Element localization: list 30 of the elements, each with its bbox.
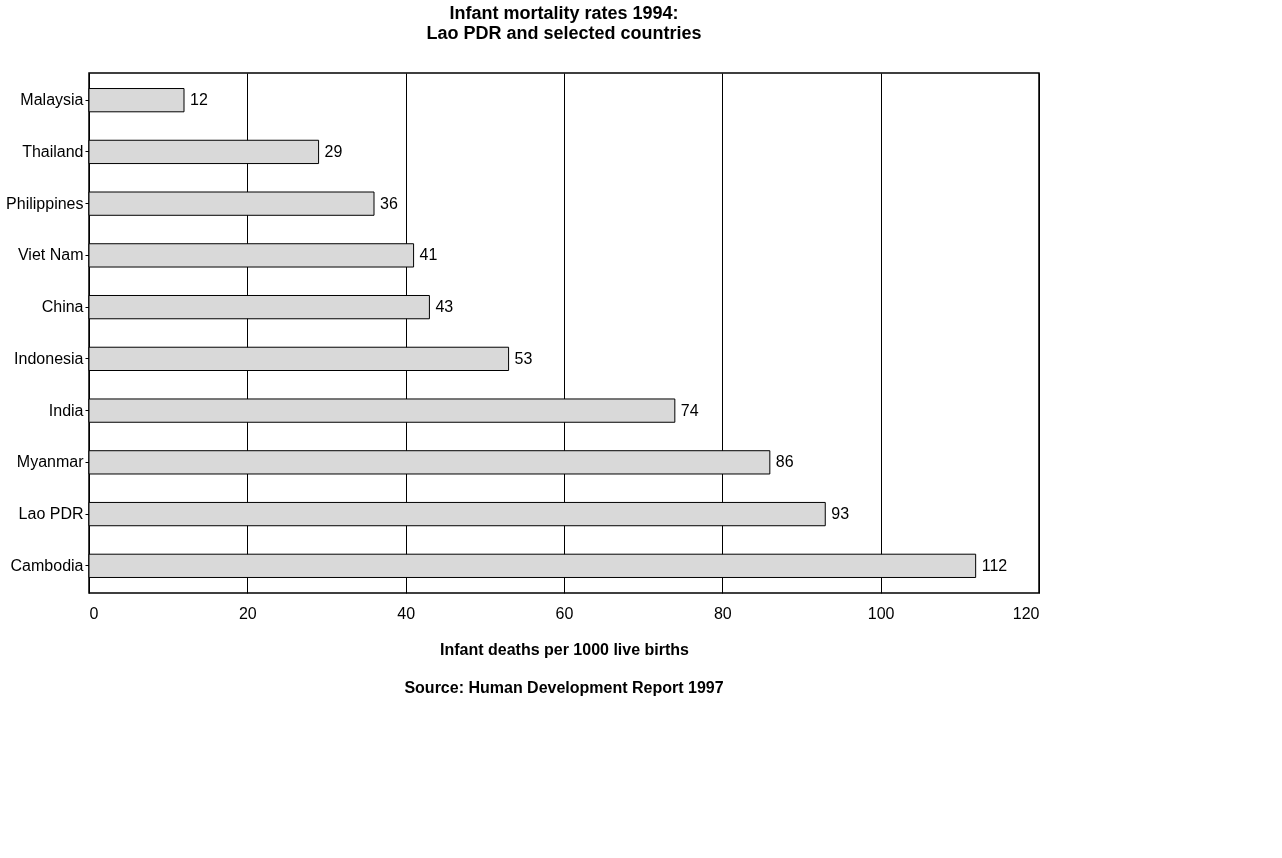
chart-title: Infant mortality rates 1994: Lao PDR and selected countries — [426, 3, 702, 43]
y-tick-label: Viet Nam — [17, 246, 84, 264]
y-tick-label: Lao PDR — [18, 505, 84, 523]
y-tick-label: China — [41, 298, 84, 316]
y-tick-label: Cambodia — [10, 556, 84, 574]
x-tick-label: 80 — [713, 604, 732, 622]
data-label: 36 — [380, 194, 398, 212]
data-label: 86 — [775, 453, 794, 471]
data-label: 43 — [435, 298, 454, 316]
x-tick-label: 120 — [1012, 604, 1040, 622]
x-tick-label: 60 — [555, 604, 574, 622]
data-label: 93 — [831, 505, 850, 523]
y-tick-label: India — [48, 401, 84, 419]
x-axis-title: Infant deaths per 1000 live births — [440, 640, 690, 658]
y-tick-label: Thailand — [22, 142, 84, 160]
x-tick-label: 100 — [867, 604, 895, 622]
data-label: 74 — [680, 401, 699, 419]
data-label: 12 — [190, 91, 208, 109]
data-label: 41 — [419, 246, 438, 264]
y-tick-label: Philippines — [6, 194, 84, 212]
y-tick-label: Indonesia — [14, 349, 84, 367]
x-tick-label: 40 — [397, 604, 416, 622]
x-tick-label: 20 — [238, 604, 257, 622]
y-tick-label: Malaysia — [20, 91, 84, 109]
data-label: 53 — [514, 349, 533, 367]
data-label: 112 — [981, 556, 1008, 574]
data-label: 29 — [324, 142, 343, 160]
source-note: Source: Human Development Report 1997 — [404, 679, 724, 696]
x-tick-label: 0 — [89, 604, 99, 622]
y-tick-label: Myanmar — [16, 453, 85, 471]
